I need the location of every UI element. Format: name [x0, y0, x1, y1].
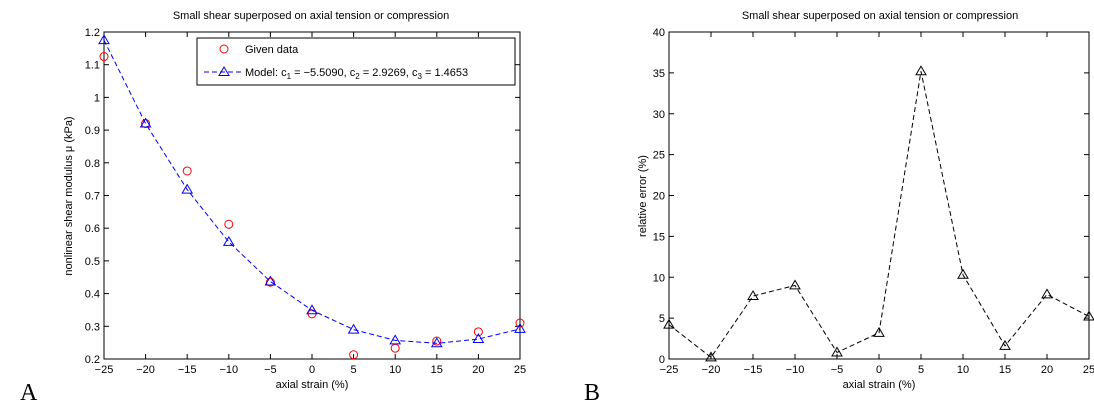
- data-point-model: [430, 337, 443, 348]
- x-tick-label: 15: [431, 364, 443, 376]
- y-tick-label: 0.4: [85, 289, 100, 301]
- x-tick-label: −10: [219, 364, 238, 376]
- x-tick-label: −20: [136, 364, 155, 376]
- x-tick-label: 15: [999, 364, 1011, 376]
- y-tick-label: 1.2: [85, 27, 100, 39]
- x-tick-label: −15: [178, 364, 197, 376]
- chart-b-plot-area: [668, 31, 1090, 360]
- chart-b-y-ticks: 0 5 10 15 20 25 30 35 40: [653, 27, 1089, 366]
- data-point-error: [831, 346, 843, 357]
- x-tick-label: 0: [309, 364, 315, 376]
- x-tick-label: 5: [918, 364, 924, 376]
- data-point-error: [1083, 310, 1094, 321]
- x-tick-label: 25: [514, 364, 526, 376]
- data-point-model: [139, 117, 152, 128]
- chart-a-y-ticks: 0.2 0.3 0.4 0.5 0.6 0.7 0.8 0.9 1 1.1 1.2: [85, 27, 520, 366]
- legend-model-label: Model: c1 = −5.5090, c2 = 2.9269, c3 = 1…: [245, 67, 468, 81]
- legend-model-marker: [218, 66, 230, 76]
- y-tick-label: 5: [659, 313, 665, 325]
- data-point-given-data: [265, 277, 275, 287]
- data-point-error: [705, 351, 717, 362]
- data-point-error: [999, 339, 1011, 350]
- y-tick-label: 0.6: [85, 223, 100, 235]
- y-tick-label: 20: [653, 191, 665, 203]
- data-point-given-data: [515, 318, 525, 328]
- data-point-model: [264, 275, 277, 286]
- x-tick-label: 5: [351, 364, 357, 376]
- chart-a-panel-label: A: [20, 380, 38, 406]
- chart-a-legend-box: [196, 37, 516, 86]
- y-tick-label: 35: [653, 68, 665, 80]
- chart-b-x-axis-label: axial strain (%): [843, 379, 916, 391]
- data-point-model: [472, 333, 485, 344]
- data-point-error: [789, 279, 801, 290]
- legend-given-data-label: Given data: [245, 44, 299, 56]
- y-tick-label: 15: [653, 231, 665, 243]
- chart-b-title: Small shear superposed on axial tension …: [742, 10, 1018, 22]
- x-tick-label: 20: [472, 364, 484, 376]
- data-point-error: [915, 65, 927, 76]
- y-tick-label: 10: [653, 272, 665, 284]
- data-point-error: [663, 318, 675, 329]
- x-tick-label: −20: [702, 364, 721, 376]
- data-point-given-data: [432, 336, 442, 346]
- chart-b: Small shear superposed on axial tension …: [584, 10, 1094, 406]
- chart-a-legend: Given data Model: c1 = −5.5090, c2 = 2.9…: [196, 37, 516, 86]
- y-tick-label: 0.9: [85, 125, 100, 137]
- data-point-model: [222, 235, 235, 246]
- data-point-given-data: [182, 166, 192, 176]
- x-tick-label: 0: [876, 364, 882, 376]
- data-point-model: [98, 34, 110, 45]
- y-tick-label: 0.7: [85, 191, 100, 203]
- data-point-error: [957, 268, 969, 279]
- legend-given-data-marker: [219, 44, 229, 54]
- x-tick-label: 20: [1041, 364, 1053, 376]
- chart-a-title: Small shear superposed on axial tension …: [173, 10, 449, 22]
- data-point-error: [747, 290, 759, 301]
- x-tick-label: −25: [95, 364, 114, 376]
- x-tick-label: 25: [1083, 364, 1094, 376]
- chart-a: Small shear superposed on axial tension …: [20, 10, 526, 406]
- y-tick-label: 1.1: [85, 60, 100, 72]
- chart-b-series: [663, 65, 1094, 362]
- y-tick-label: 0.8: [85, 158, 100, 170]
- data-point-model: [514, 322, 526, 333]
- x-tick-label: −25: [660, 364, 679, 376]
- data-point-given-data: [349, 350, 359, 360]
- y-tick-label: 40: [653, 27, 665, 39]
- series-error-line: [668, 71, 1090, 359]
- series-model-line: [103, 39, 521, 344]
- y-tick-label: 1: [94, 92, 100, 104]
- chart-b-panel-label: B: [584, 380, 600, 406]
- data-point-model: [306, 304, 318, 315]
- x-tick-label: −5: [831, 364, 844, 376]
- y-tick-label: 25: [653, 150, 665, 162]
- y-tick-label: 0.5: [85, 256, 100, 268]
- data-point-model: [347, 323, 360, 334]
- chart-b-y-axis-label: relative error (%): [637, 155, 649, 237]
- x-tick-label: −15: [744, 364, 763, 376]
- chart-a-x-axis-label: axial strain (%): [276, 379, 349, 391]
- y-tick-label: 0.3: [85, 321, 100, 333]
- data-point-given-data: [473, 327, 483, 337]
- y-tick-label: 30: [653, 109, 665, 121]
- data-point-given-data: [224, 219, 234, 229]
- chart-a-series: [98, 34, 526, 360]
- x-tick-label: 10: [957, 364, 969, 376]
- x-tick-label: −5: [264, 364, 277, 376]
- y-tick-label: 0: [659, 354, 665, 366]
- chart-a-x-ticks: −25 −20 −15 −10 −5 0 5 10 15 20 25: [95, 32, 526, 376]
- x-tick-label: 10: [389, 364, 401, 376]
- data-point-error: [1041, 288, 1053, 299]
- data-point-model: [389, 334, 402, 345]
- chart-a-y-axis-label: nonlinear shear modulus μ (kPa): [63, 116, 75, 275]
- y-tick-label: 0.2: [85, 354, 100, 366]
- data-point-given-data: [99, 52, 109, 62]
- chart-b-x-ticks: −25 −20 −15 −10 −5 0 5 10 15 20 25: [660, 32, 1094, 376]
- data-point-model: [181, 183, 194, 194]
- data-point-error: [873, 326, 885, 337]
- x-tick-label: −10: [786, 364, 805, 376]
